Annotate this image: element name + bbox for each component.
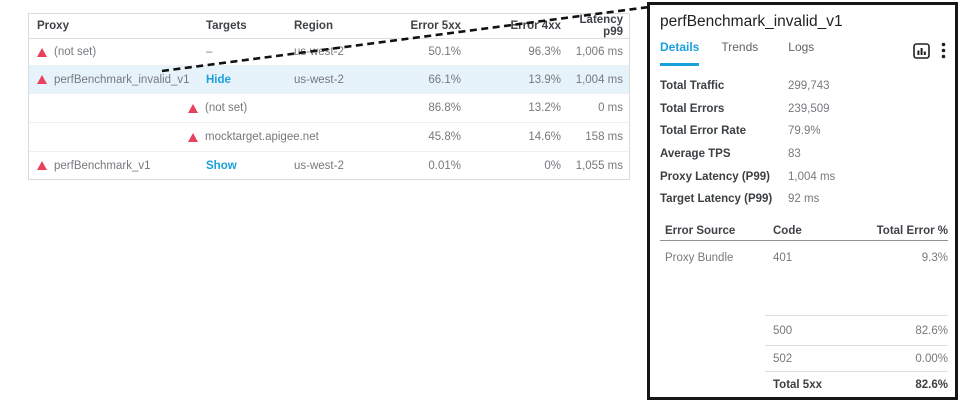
- stat-value: 239,509: [788, 102, 830, 115]
- error-row-500: 500 82.6%: [765, 315, 948, 345]
- error5xx-value: 66.1%: [428, 73, 461, 86]
- stat-label: Proxy Latency (P99): [660, 170, 770, 183]
- region-value: us-west-2: [294, 73, 344, 86]
- stat-label: Total Error Rate: [660, 125, 747, 138]
- warning-triangle-icon: [37, 161, 47, 170]
- col-header-region[interactable]: Region: [294, 20, 333, 32]
- latency-value: 158 ms: [585, 131, 623, 143]
- proxy-table-header: Proxy Targets Region Error 5xx Error 4xx…: [29, 14, 629, 39]
- bar-chart-icon[interactable]: [913, 42, 930, 59]
- latency-value: 1,055 ms: [575, 159, 623, 172]
- stat-total-traffic: Total Traffic 299,743: [660, 75, 947, 98]
- table-row-target[interactable]: mocktarget.apigee.net 45.8% 14.6% 158 ms: [29, 122, 629, 151]
- stat-proxy-latency: Proxy Latency (P99) 1,004 ms: [660, 165, 947, 188]
- target-name: mocktarget.apigee.net: [205, 131, 319, 143]
- stat-value: 299,743: [788, 80, 830, 93]
- error4xx-value: 13.9%: [528, 73, 561, 86]
- stat-total-error-rate: Total Error Rate 79.9%: [660, 120, 947, 143]
- proxy-name: perfBenchmark_v1: [54, 159, 151, 172]
- warning-triangle-icon: [188, 103, 198, 113]
- warning-triangle-icon: [37, 75, 47, 84]
- stat-label: Total Errors: [660, 102, 725, 115]
- error-total-pct: 82.6%: [915, 379, 948, 391]
- warning-triangle-icon: [188, 132, 198, 142]
- error-row-proxy-bundle: Proxy Bundle 401 9.3%: [660, 245, 948, 271]
- error-row-total-5xx: Total 5xx 82.6%: [765, 371, 948, 398]
- targets-value: –: [206, 46, 213, 58]
- error-pct: 9.3%: [921, 252, 948, 264]
- stat-label: Total Traffic: [660, 80, 725, 93]
- col-header-latency-p99[interactable]: Latency p99: [579, 14, 623, 38]
- kebab-menu-icon[interactable]: [941, 42, 946, 59]
- error4xx-value: 0%: [544, 159, 561, 172]
- tab-logs[interactable]: Logs: [788, 40, 815, 54]
- stat-average-tps: Average TPS 83: [660, 143, 947, 166]
- col-header-error5xx[interactable]: Error 5xx: [410, 20, 461, 32]
- col-header-error-source: Error Source: [665, 225, 736, 237]
- stat-total-errors: Total Errors 239,509: [660, 98, 947, 121]
- col-header-code: Code: [773, 225, 802, 237]
- detail-stats: Total Traffic 299,743 Total Errors 239,5…: [660, 75, 947, 211]
- error5xx-value: 86.8%: [428, 102, 461, 114]
- panel-title: perfBenchmark_invalid_v1: [660, 13, 843, 30]
- tab-details[interactable]: Details: [660, 40, 700, 66]
- error5xx-value: 0.01%: [428, 159, 461, 172]
- col-header-targets[interactable]: Targets: [206, 20, 247, 32]
- region-value: us-west-2: [294, 159, 344, 172]
- region-value: us-west-2: [294, 46, 344, 58]
- table-row[interactable]: perfBenchmark_v1 Show us-west-2 0.01% 0%…: [29, 151, 629, 179]
- error-code: 502: [773, 352, 793, 365]
- latency-value: 1,006 ms: [575, 46, 623, 58]
- proxy-detail-panel: perfBenchmark_invalid_v1 Details Trends …: [647, 2, 958, 400]
- error-row-502: 502 0.00%: [765, 345, 948, 371]
- hide-targets-link[interactable]: Hide: [206, 73, 231, 86]
- stat-value: 1,004 ms: [788, 170, 836, 183]
- error4xx-value: 13.2%: [528, 102, 561, 114]
- col-header-proxy[interactable]: Proxy: [37, 20, 69, 32]
- error-code: 401: [773, 252, 793, 264]
- panel-tabs: Details Trends Logs: [660, 40, 814, 66]
- proxy-name: perfBenchmark_invalid_v1: [54, 73, 190, 86]
- stat-value: 83: [788, 148, 801, 161]
- tab-trends[interactable]: Trends: [721, 40, 759, 54]
- latency-value: 0 ms: [598, 102, 623, 114]
- table-row-selected[interactable]: perfBenchmark_invalid_v1 Hide us-west-2 …: [29, 65, 629, 93]
- stat-value: 79.9%: [788, 125, 821, 138]
- error-total-label: Total 5xx: [773, 379, 822, 391]
- error-table-5xx-group: 500 82.6% 502 0.00% Total 5xx 82.6%: [765, 315, 948, 398]
- stat-label: Target Latency (P99): [660, 193, 773, 206]
- error-pct: 82.6%: [915, 324, 948, 337]
- col-header-total-error-pct: Total Error %: [876, 225, 948, 237]
- target-name: (not set): [205, 102, 248, 114]
- latency-value: 1,004 ms: [575, 73, 623, 86]
- error-table-header: Error Source Code Total Error %: [660, 222, 948, 241]
- col-header-error4xx[interactable]: Error 4xx: [510, 20, 561, 32]
- proxy-table: Proxy Targets Region Error 5xx Error 4xx…: [28, 13, 630, 180]
- error4xx-value: 14.6%: [528, 131, 561, 143]
- stat-label: Average TPS: [660, 148, 731, 161]
- proxy-name: (not set): [54, 46, 97, 58]
- stat-value: 92 ms: [788, 193, 820, 206]
- error-code: 500: [773, 324, 793, 337]
- error5xx-value: 45.8%: [428, 131, 461, 143]
- table-row[interactable]: (not set) – us-west-2 50.1% 96.3% 1,006 …: [29, 39, 629, 65]
- warning-triangle-icon: [37, 47, 47, 57]
- show-targets-link[interactable]: Show: [206, 159, 237, 172]
- error-source: Proxy Bundle: [665, 252, 734, 264]
- error-pct: 0.00%: [915, 352, 948, 365]
- stat-target-latency: Target Latency (P99) 92 ms: [660, 188, 947, 211]
- error5xx-value: 50.1%: [428, 46, 461, 58]
- error4xx-value: 96.3%: [528, 46, 561, 58]
- table-row-target[interactable]: (not set) 86.8% 13.2% 0 ms: [29, 93, 629, 122]
